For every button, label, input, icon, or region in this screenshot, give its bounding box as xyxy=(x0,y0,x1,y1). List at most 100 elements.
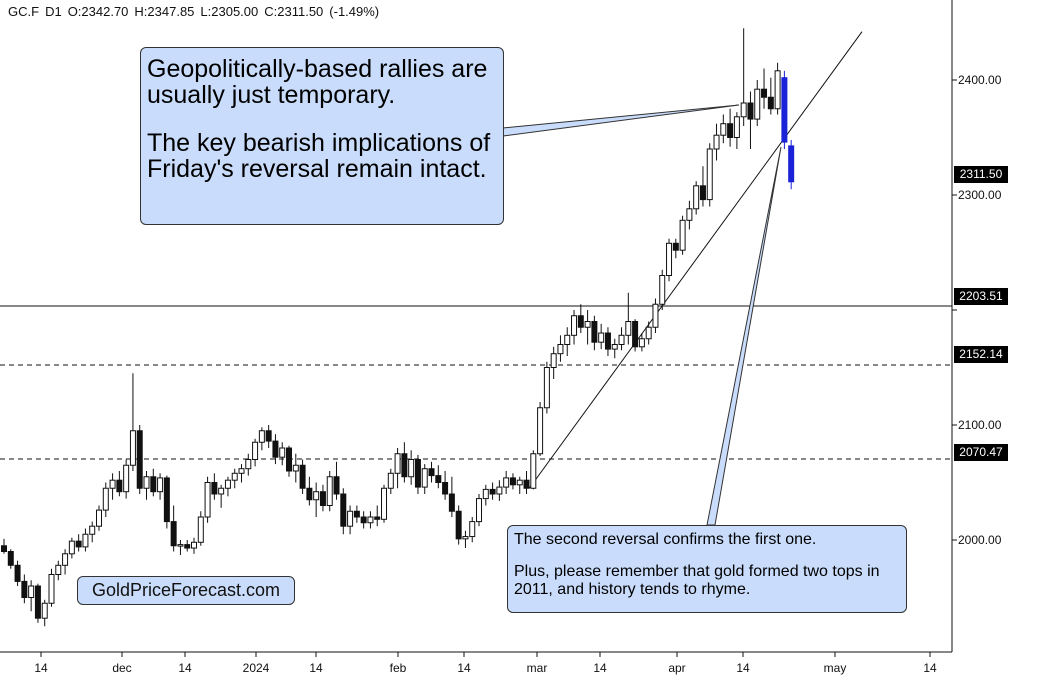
candle-body xyxy=(408,459,415,478)
support-trendline xyxy=(528,31,863,489)
candle-body xyxy=(272,440,279,458)
candle-body xyxy=(604,332,611,350)
candle-body xyxy=(292,464,299,472)
candle-body xyxy=(374,516,381,520)
candle-body xyxy=(347,510,354,527)
horizontal-levels xyxy=(0,305,952,460)
x-tick-label: 2024 xyxy=(243,661,270,675)
candle-body xyxy=(672,242,679,251)
candle-body xyxy=(632,321,639,348)
candle-body xyxy=(414,459,421,488)
candle-body xyxy=(482,488,489,500)
close-value: C:2311.50 xyxy=(264,4,324,19)
candle-body xyxy=(319,491,326,507)
candle-body xyxy=(537,407,544,455)
x-tick-label: apr xyxy=(668,661,685,675)
candle-body xyxy=(109,479,116,489)
level-label-2203: 2203.51 xyxy=(954,288,1008,305)
candle-body xyxy=(577,315,584,328)
candle-body xyxy=(14,564,21,582)
candle-body xyxy=(157,477,164,493)
candle-body xyxy=(265,430,272,442)
candle-body xyxy=(530,453,537,489)
candle-body xyxy=(170,521,177,547)
candle-body xyxy=(224,479,231,489)
candle-body xyxy=(286,447,293,472)
candle-body xyxy=(754,88,761,120)
timeframe: D1 xyxy=(45,4,62,19)
candle-body xyxy=(550,353,557,369)
candle-body xyxy=(41,602,48,619)
candle-body xyxy=(96,509,103,527)
candle-body xyxy=(102,487,109,511)
candle-body xyxy=(659,275,666,305)
candle-body xyxy=(693,185,700,210)
candle-body xyxy=(455,510,462,540)
candle-body xyxy=(401,453,408,478)
candle-body xyxy=(503,477,510,488)
candle-body xyxy=(279,447,286,458)
y-axis-ticks: 2000.00 2100.00 2300.00 2400.00 xyxy=(952,73,1002,547)
level-label-2152: 2152.14 xyxy=(954,346,1008,363)
candle-body xyxy=(150,476,157,493)
candle-body xyxy=(428,468,435,477)
x-tick-label: feb xyxy=(390,661,407,675)
candles xyxy=(1,28,795,627)
candle-body xyxy=(75,540,82,548)
candle-body xyxy=(231,472,238,481)
candle-body xyxy=(143,476,150,489)
candle-body xyxy=(28,585,35,598)
candle-body xyxy=(204,482,211,518)
candle-body xyxy=(136,430,143,489)
candle-body xyxy=(421,468,428,488)
candle-body xyxy=(625,321,632,336)
candle-body xyxy=(238,468,245,474)
candle-body xyxy=(571,315,578,336)
candle-body xyxy=(618,334,625,345)
candle-body xyxy=(313,491,320,501)
candle-body xyxy=(706,148,713,201)
x-tick-label: 14 xyxy=(178,661,192,675)
candle-body xyxy=(774,70,781,110)
candle-body xyxy=(360,516,367,524)
candle-body xyxy=(652,303,659,328)
candle-body xyxy=(252,441,259,460)
x-tick-label: 14 xyxy=(457,661,471,675)
candle-body xyxy=(326,476,333,506)
candle-body xyxy=(387,472,394,489)
candle-body xyxy=(733,116,740,139)
level-label-2070: 2070.47 xyxy=(954,444,1008,461)
candle-body xyxy=(89,525,96,535)
main-callout-line-2: The key bearish implications of Friday's… xyxy=(147,129,491,183)
candle-body xyxy=(462,536,469,540)
x-tick-label: may xyxy=(824,661,847,675)
candle-body xyxy=(788,145,795,183)
candle-body xyxy=(218,487,225,495)
x-tick-label: dec xyxy=(112,661,131,675)
candle-body xyxy=(516,479,523,486)
candle-body xyxy=(82,533,89,548)
candle-body xyxy=(435,475,442,484)
bottom-callout-line-1: The second reversal confirms the first o… xyxy=(514,531,817,548)
candle-body xyxy=(489,488,496,495)
candle-body xyxy=(713,134,720,150)
candle-body xyxy=(123,464,130,493)
candle-body xyxy=(598,332,605,343)
change-value: (-1.49%) xyxy=(329,4,380,19)
candle-body xyxy=(55,564,62,575)
candle-body xyxy=(591,321,598,343)
open-value: O:2342.70 xyxy=(67,4,129,19)
candle-body xyxy=(584,321,591,328)
candle-body xyxy=(7,551,14,566)
candle-body xyxy=(116,479,123,493)
candle-body xyxy=(469,521,476,538)
candle-body xyxy=(333,476,340,495)
main-callout-line-1: Geopolitically-based rallies are usually… xyxy=(147,55,488,109)
candle-body xyxy=(564,334,571,345)
candle-body xyxy=(740,102,747,118)
candle-body xyxy=(638,338,645,348)
candle-body xyxy=(258,430,265,443)
main-callout: Geopolitically-based rallies are usually… xyxy=(140,47,504,225)
y-tick-label: 2000.00 xyxy=(958,533,1002,547)
symbol: GC.F xyxy=(8,4,40,19)
